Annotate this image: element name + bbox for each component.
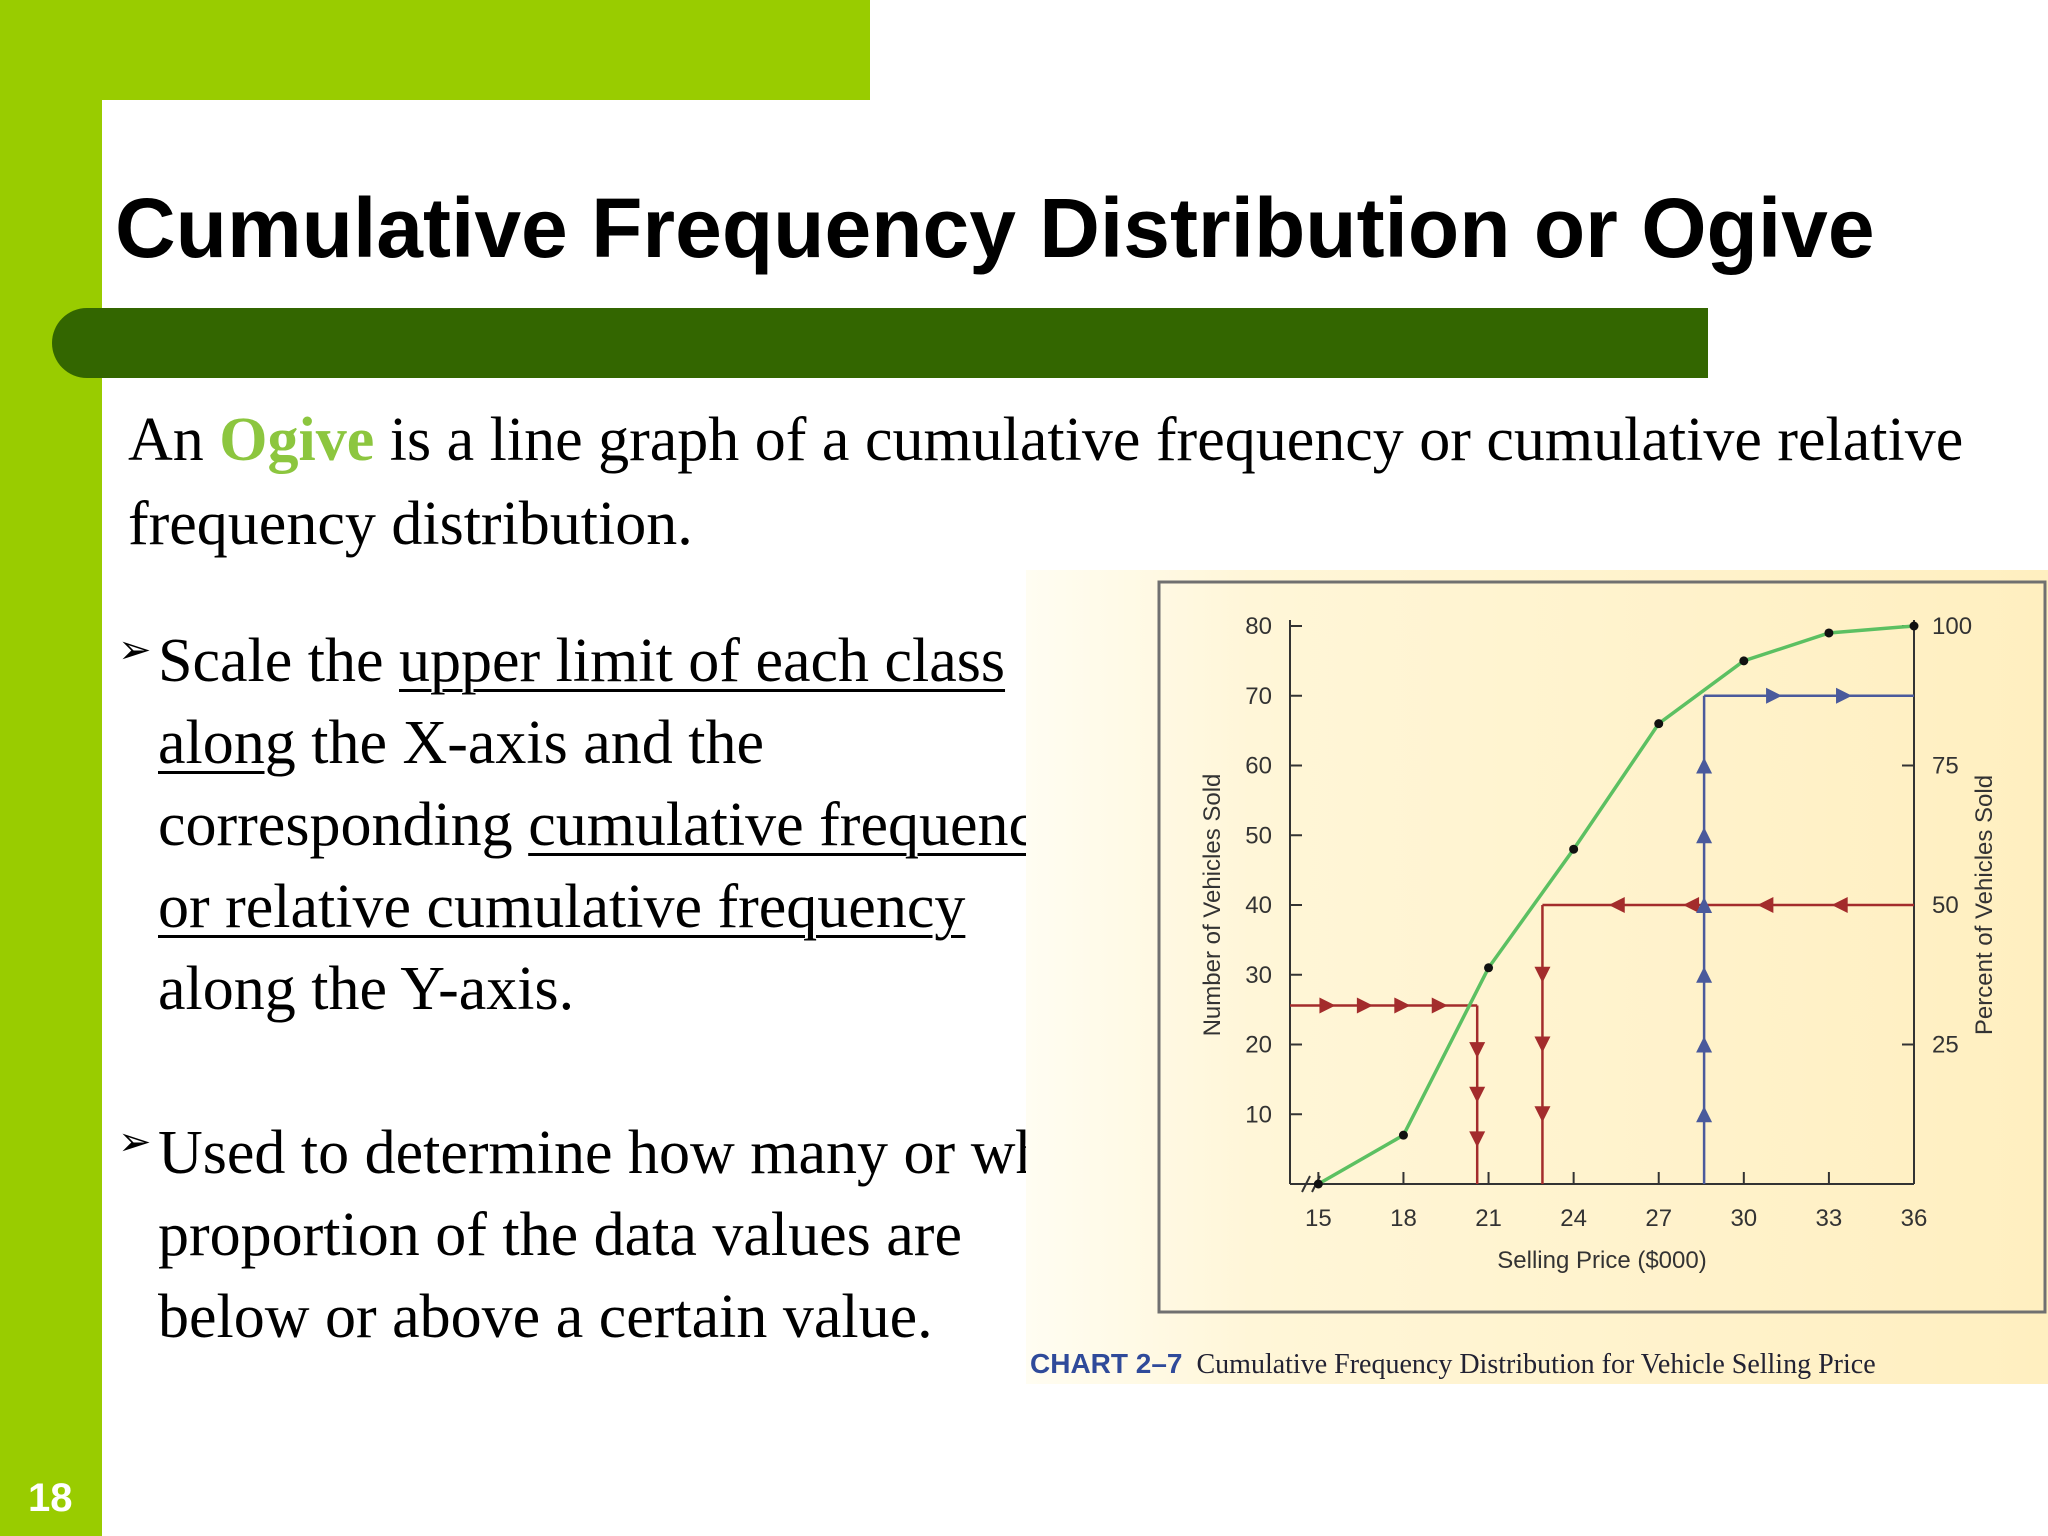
y2-axis-title: Percent of Vehicles Sold: [1971, 775, 1998, 1035]
x-tick-label: 21: [1475, 1205, 1502, 1232]
x-tick-label: 33: [1816, 1205, 1843, 1232]
reading-arrow-icon: [1757, 897, 1774, 913]
ogive-data-point: [1739, 656, 1749, 666]
y2-tick-label: 50: [1932, 892, 1959, 919]
x-tick-label: 27: [1645, 1205, 1672, 1232]
x-tick-label: 36: [1901, 1205, 1928, 1232]
reading-arrow-icon: [1696, 897, 1713, 913]
y2-tick-label: 75: [1932, 753, 1959, 780]
figure-caption: CHART 2–7 Cumulative Frequency Distributi…: [1030, 1348, 1876, 1381]
reading-arrow-icon: [1469, 1086, 1486, 1103]
reading-arrow-icon: [1608, 897, 1625, 913]
ogive-chart: 10 20 30 40 50 60 70 80 25 50 75 100 15 18 21 24 27 30 33 3…: [1157, 580, 2047, 1314]
slide-title: Cumulative Frequency Distribution or Ogi…: [115, 181, 1875, 275]
bullet-1: ➢ Scale the upper limit of each class alo…: [118, 620, 1118, 1030]
reading-arrow-icon: [1534, 966, 1551, 983]
reading-arrow-icon: [1534, 1036, 1551, 1053]
bullet-arrow-icon: ➢: [118, 1119, 152, 1164]
y-tick-label: 50: [1245, 822, 1272, 849]
ogive-figure: 10 20 30 40 50 60 70 80 25 50 75 100 15 18 21 24 27 30 33 3…: [1026, 570, 2048, 1384]
bullet-2: ➢ Used to determine how many or what prop…: [118, 1112, 1118, 1358]
ogive-data-point: [1824, 628, 1834, 638]
bullet-text-part: upper limit of each class along: [158, 627, 1006, 777]
reading-arrow-icon: [1469, 1042, 1486, 1059]
caption-text: Cumulative Frequency Distribution for Ve…: [1196, 1349, 1876, 1380]
reading-arrow-icon: [1831, 897, 1848, 913]
bullet-text-part: Scale the: [158, 627, 400, 695]
bullet-text-part: Used to determine how many or what propo…: [158, 1119, 1092, 1351]
slide-number: 18: [28, 1476, 73, 1520]
ogive-data-point: [1484, 963, 1494, 973]
reading-arrow-icon: [1696, 966, 1713, 983]
x-tick-label: 18: [1390, 1205, 1417, 1232]
ogive-series-line: [1317, 624, 1915, 1186]
reading-arrow-icon: [1534, 1106, 1551, 1123]
bullet-text-part: the X-axis and the corresponding: [158, 709, 765, 859]
reading-arrow-icon: [1469, 1131, 1486, 1148]
intro-paragraph: An Ogive is a line graph of a cumulative…: [128, 398, 2008, 566]
x-tick-label: 15: [1305, 1205, 1332, 1232]
reading-arrow-icon: [1696, 757, 1713, 774]
reading-arrow-icon: [1356, 997, 1373, 1014]
y2-tick-label: 25: [1932, 1032, 1959, 1059]
y-tick-label: 60: [1245, 753, 1272, 780]
reading-arrow-icon: [1696, 1036, 1713, 1053]
title-underline-band: [52, 308, 1708, 378]
ogive-data-point: [1398, 1130, 1408, 1140]
bullet-list: ➢ Scale the upper limit of each class alo…: [118, 620, 1118, 1440]
intro-keyword: Ogive: [219, 406, 375, 474]
bullet-arrow-icon: ➢: [118, 627, 152, 672]
ogive-data-point: [1909, 621, 1919, 631]
reading-arrow-icon: [1431, 997, 1448, 1014]
ogive-data-point: [1569, 844, 1579, 854]
y-tick-label: 40: [1245, 892, 1272, 919]
y-tick-label: 70: [1245, 683, 1272, 710]
bullet-text-part: cumulative frequencies or relative cumul…: [158, 791, 1105, 941]
y-tick-label: 30: [1245, 962, 1272, 989]
reading-arrow-icon: [1696, 827, 1713, 844]
x-tick-label: 30: [1730, 1205, 1757, 1232]
ogive-data-point: [1313, 1179, 1323, 1189]
axis-break-mark: [1301, 1175, 1311, 1193]
reading-arrow-icon: [1319, 997, 1336, 1014]
y-tick-label: 20: [1245, 1032, 1272, 1059]
y2-tick-label: 100: [1932, 613, 1972, 640]
y-axis-title: Number of Vehicles Sold: [1199, 774, 1226, 1037]
top-accent-bar: [0, 0, 870, 100]
y-tick-label: 80: [1245, 613, 1272, 640]
y-tick-label: 10: [1245, 1101, 1272, 1128]
reading-arrow-icon: [1836, 687, 1853, 704]
x-axis-title: Selling Price ($000): [1497, 1247, 1706, 1274]
reading-arrow-icon: [1766, 687, 1783, 704]
reading-arrow-icon: [1696, 1106, 1713, 1123]
left-accent-bar: [0, 0, 102, 1536]
chart-frame: [1157, 580, 2047, 1314]
intro-prefix: An: [128, 406, 220, 474]
intro-rest: is a line graph of a cumulative frequenc…: [128, 406, 1964, 558]
bullet-text-part: along the Y-axis.: [158, 955, 575, 1023]
reading-arrow-icon: [1394, 997, 1411, 1014]
ogive-data-point: [1654, 719, 1664, 729]
caption-label: CHART 2–7: [1030, 1348, 1183, 1379]
reading-arrow-icon: [1683, 897, 1700, 913]
x-tick-label: 24: [1560, 1205, 1587, 1232]
